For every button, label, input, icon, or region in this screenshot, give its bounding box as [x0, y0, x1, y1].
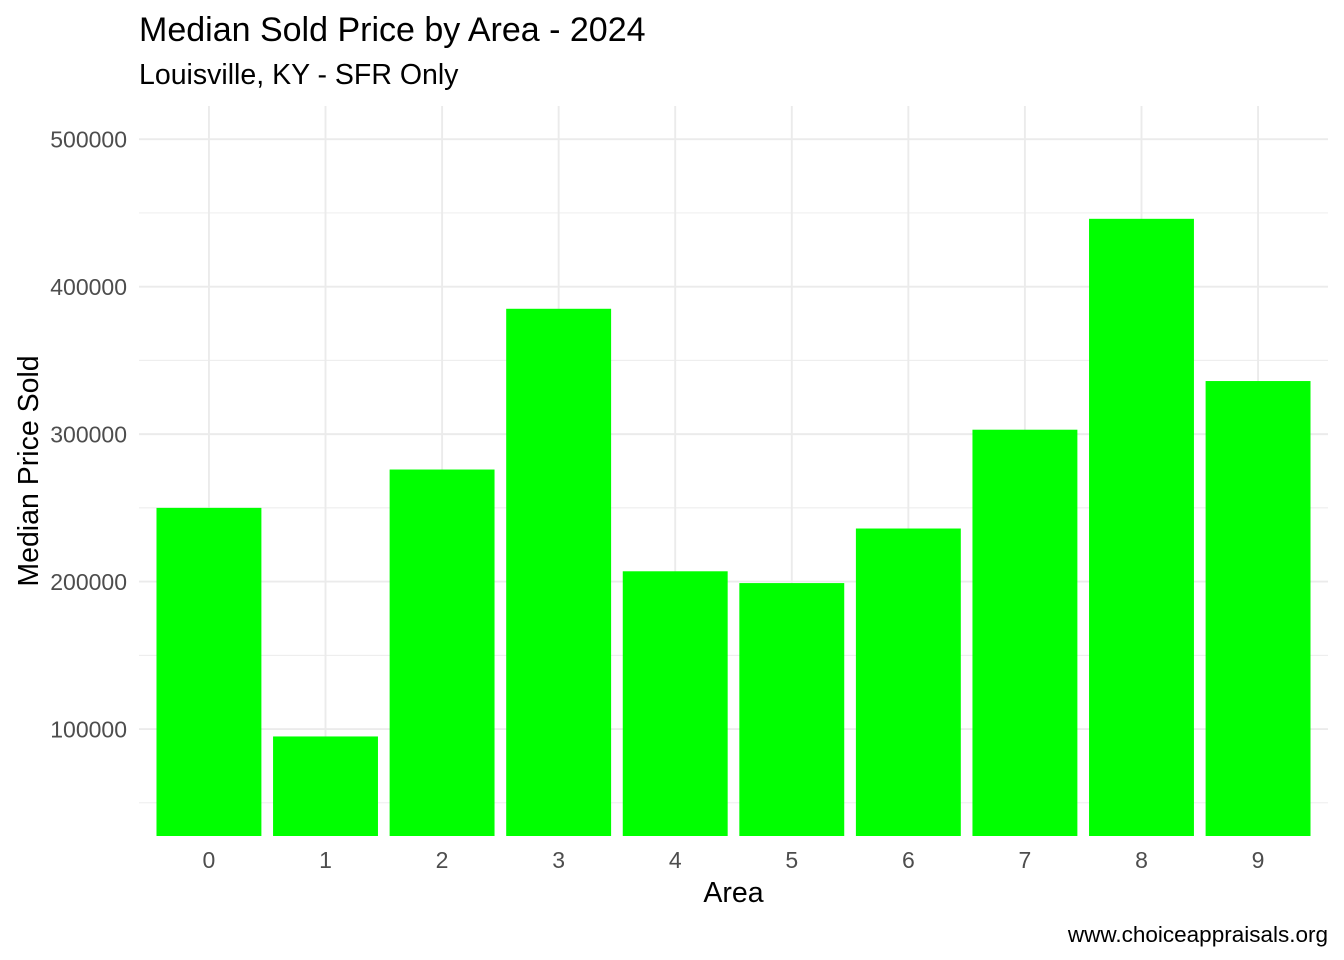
y-axis-tick-labels: 100000 200000 300000 400000 500000 — [50, 126, 127, 742]
x-tick-label-2: 2 — [436, 847, 449, 873]
x-tick-label-9: 9 — [1252, 847, 1265, 873]
bar-area-0 — [156, 507, 262, 836]
x-tick-label-3: 3 — [552, 847, 565, 873]
bar-area-7 — [972, 429, 1078, 836]
bar-area-6 — [855, 528, 961, 836]
x-tick-label-0: 0 — [203, 847, 216, 873]
bar-area-1 — [273, 736, 378, 836]
bar-area-8 — [1089, 218, 1194, 836]
x-tick-label-1: 1 — [319, 847, 332, 873]
y-tick-label-0: 100000 — [50, 716, 127, 742]
bars — [156, 218, 1311, 836]
y-tick-label-4: 500000 — [50, 126, 127, 152]
x-tick-label-7: 7 — [1019, 847, 1032, 873]
y-tick-label-1: 200000 — [50, 569, 127, 595]
x-axis-title: Area — [703, 877, 763, 909]
bar-area-2 — [389, 469, 495, 836]
chart-caption: www.choiceappraisals.org — [1067, 922, 1328, 947]
bar-area-5 — [739, 583, 845, 836]
x-tick-label-5: 5 — [785, 847, 798, 873]
x-tick-label-4: 4 — [669, 847, 682, 873]
x-axis-tick-labels: 0 1 2 3 4 5 6 7 8 9 — [203, 847, 1265, 873]
chart-subtitle: Louisville, KY - SFR Only — [139, 59, 459, 91]
chart-title: Median Sold Price by Area - 2024 — [139, 11, 646, 49]
bar-area-3 — [506, 308, 612, 836]
bar-area-9 — [1205, 381, 1311, 836]
bar-area-4 — [622, 571, 728, 836]
y-tick-label-2: 300000 — [50, 421, 127, 447]
x-tick-label-6: 6 — [902, 847, 915, 873]
y-axis-title: Median Price Sold — [13, 355, 45, 586]
x-tick-label-8: 8 — [1135, 847, 1148, 873]
y-tick-label-3: 400000 — [50, 274, 127, 300]
